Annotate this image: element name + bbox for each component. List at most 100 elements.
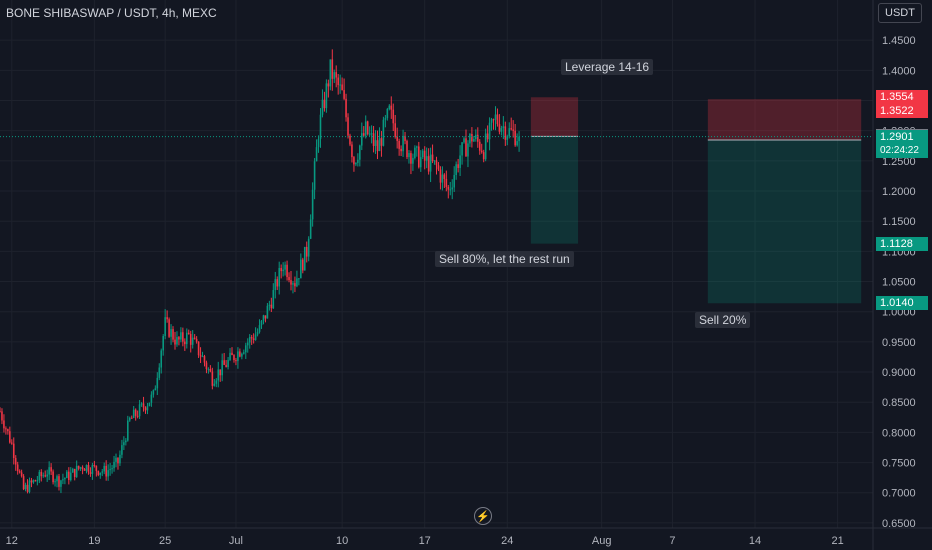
- candle-body: [262, 315, 265, 321]
- candle-body: [463, 138, 465, 143]
- candle-body: [115, 457, 117, 462]
- candle-body: [258, 325, 261, 332]
- candle-body: [85, 464, 88, 471]
- price-axis[interactable]: 0.6500 0.7000 0.7500 0.8000 0.8500 0.9000 0.95…: [882, 35, 916, 530]
- candle-body: [154, 388, 157, 391]
- candle-body: [370, 133, 373, 135]
- candle-body: [398, 140, 400, 149]
- short-position-2-stop-zone[interactable]: [707, 99, 862, 141]
- candle-body: [185, 332, 188, 345]
- candle-body: [341, 84, 343, 91]
- candle-body: [40, 471, 43, 477]
- candle-body: [140, 403, 143, 405]
- candle-body: [490, 119, 493, 123]
- candle-body: [142, 403, 145, 408]
- candle-body: [418, 146, 420, 168]
- candle-body: [465, 138, 467, 157]
- currency-button[interactable]: USDT: [878, 3, 922, 23]
- candle-body: [345, 98, 347, 118]
- candle-body: [315, 147, 318, 162]
- candle-body: [150, 394, 153, 403]
- candle-body: [451, 187, 454, 190]
- short-position-1-stop-zone[interactable]: [530, 97, 579, 137]
- candle-body: [68, 471, 70, 481]
- candle-body: [229, 352, 231, 360]
- price-tick-label: 1.2500: [882, 156, 916, 168]
- candle-body: [172, 329, 174, 340]
- candle-body: [311, 189, 314, 220]
- candle-body: [7, 429, 9, 432]
- candle-body: [101, 471, 104, 473]
- candle-body: [44, 475, 47, 477]
- candle-body: [335, 72, 338, 78]
- candle-body: [246, 342, 249, 346]
- candle-body: [433, 160, 436, 162]
- candle-body: [223, 360, 225, 365]
- candle-body: [136, 415, 139, 417]
- candle-body: [441, 174, 444, 183]
- candle-body: [394, 123, 397, 137]
- candle-body: [66, 471, 68, 479]
- candle-body: [42, 475, 45, 477]
- candle-body: [410, 153, 412, 164]
- candle-body: [189, 334, 192, 345]
- candle-body: [99, 472, 102, 475]
- candle-body: [329, 59, 332, 87]
- candle-body: [91, 465, 94, 474]
- candle-body: [374, 140, 377, 146]
- candle-body: [62, 479, 64, 481]
- candle-body: [182, 332, 184, 342]
- candle-body: [225, 364, 227, 368]
- time-tick-label: 10: [336, 535, 348, 547]
- candle-body: [390, 105, 393, 110]
- candle-body: [467, 143, 469, 157]
- candle-body: [386, 109, 389, 119]
- candle-body: [138, 404, 141, 417]
- time-tick-label: 25: [159, 535, 171, 547]
- candle-body: [512, 129, 514, 131]
- candle-body: [148, 402, 151, 406]
- short-position-2-target-zone[interactable]: [707, 140, 862, 304]
- price-tick-label: 0.9000: [882, 367, 916, 379]
- candle-body: [339, 84, 341, 86]
- candle-body: [69, 472, 72, 481]
- candle-body: [357, 159, 359, 163]
- price-tag: 1.3522: [876, 104, 928, 119]
- candle-body: [508, 128, 511, 137]
- candle-body: [191, 337, 194, 345]
- candle-body: [30, 480, 33, 483]
- candle-body: [203, 356, 206, 363]
- candle-body: [83, 469, 86, 471]
- short-position-1-target-zone[interactable]: [530, 136, 579, 244]
- candle-body: [219, 369, 222, 376]
- candle-body: [81, 467, 84, 470]
- candle-body: [89, 472, 92, 474]
- candle-body: [518, 136, 520, 142]
- candle-body: [437, 165, 440, 170]
- candle-body: [301, 259, 304, 271]
- candles: [0, 49, 520, 494]
- price-tag: 1.1128: [876, 236, 928, 251]
- candle-body: [514, 130, 516, 146]
- candle-body: [195, 338, 198, 342]
- lightning-icon[interactable]: ⚡: [474, 507, 492, 525]
- candle-body: [260, 320, 263, 326]
- candle-body: [494, 114, 497, 120]
- symbol-title: BONE SHIBASWAP / USDT, 4h, MEXC: [6, 6, 217, 20]
- price-tick-label: 0.8500: [882, 397, 916, 409]
- time-tick-label: 14: [749, 535, 761, 547]
- candle-body: [168, 319, 170, 337]
- candle-body: [473, 139, 475, 142]
- candle-body: [343, 90, 345, 99]
- candle-body: [160, 350, 163, 368]
- time-axis[interactable]: 12 19 25 Jul 10 17 24 Aug 7 14 21: [6, 535, 844, 547]
- candle-body: [337, 77, 339, 85]
- candle-body: [307, 238, 310, 257]
- candle-body: [248, 337, 251, 343]
- candle-body: [180, 332, 182, 340]
- candle-body: [58, 476, 60, 487]
- candle-body: [193, 337, 196, 339]
- candle-body: [103, 465, 106, 472]
- candle-body: [427, 156, 430, 172]
